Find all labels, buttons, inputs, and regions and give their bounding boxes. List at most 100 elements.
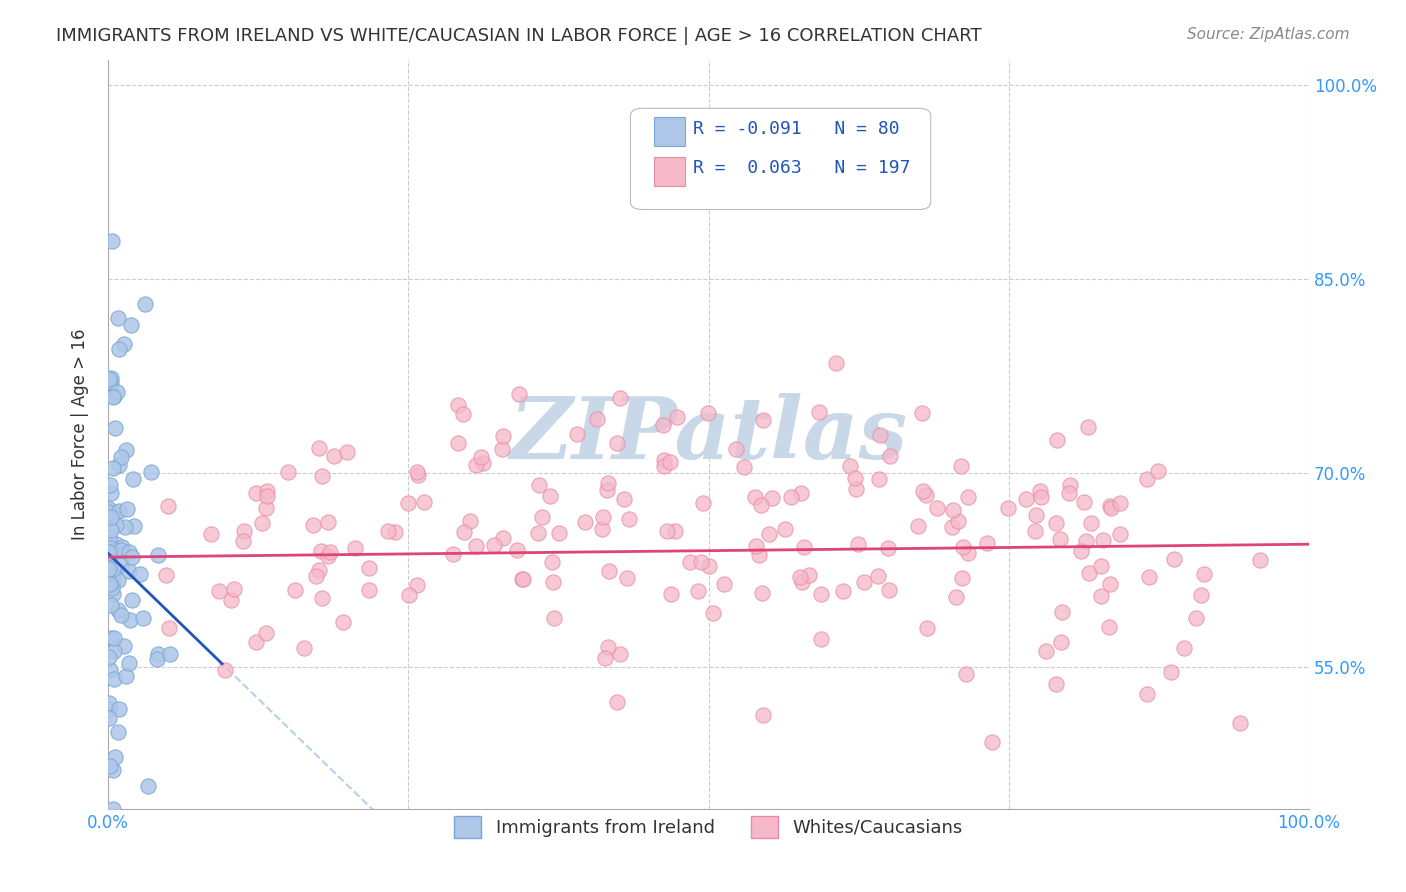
Point xyxy=(122,519,145,533)
Point xyxy=(914,488,936,502)
Point xyxy=(148,647,170,661)
Point xyxy=(1024,524,1046,538)
Point xyxy=(512,572,534,586)
Point xyxy=(846,537,869,551)
Point xyxy=(129,566,152,581)
Point xyxy=(412,495,434,509)
Point xyxy=(332,615,354,630)
Point xyxy=(598,564,620,578)
Point xyxy=(825,356,848,370)
Point xyxy=(491,442,513,457)
Point xyxy=(277,465,299,479)
Bar xyxy=(654,157,685,186)
Point xyxy=(309,544,332,558)
Point xyxy=(110,543,132,558)
Point xyxy=(357,583,380,598)
Point xyxy=(725,442,748,457)
Point xyxy=(110,558,132,572)
Point xyxy=(98,759,121,773)
Point xyxy=(713,577,735,591)
Point xyxy=(844,471,866,485)
Point xyxy=(598,640,620,655)
Point xyxy=(654,453,676,467)
Point xyxy=(1080,516,1102,530)
Point xyxy=(659,587,682,601)
Point xyxy=(322,450,344,464)
Point xyxy=(1098,577,1121,591)
Point xyxy=(752,413,775,427)
Point xyxy=(527,478,550,492)
Point xyxy=(304,569,326,583)
Point xyxy=(458,514,481,528)
Point xyxy=(1031,490,1053,504)
Point xyxy=(664,524,686,539)
Point xyxy=(208,583,231,598)
Point xyxy=(689,555,711,569)
Point xyxy=(103,506,125,520)
Point xyxy=(118,564,141,578)
Point xyxy=(250,516,273,530)
Point xyxy=(752,708,775,723)
Point xyxy=(98,531,121,545)
Point xyxy=(1049,532,1071,546)
Point xyxy=(591,522,613,536)
Point xyxy=(98,649,121,664)
Point xyxy=(406,578,429,592)
Point xyxy=(105,537,128,551)
Point xyxy=(406,467,429,482)
Point xyxy=(868,472,890,486)
Point xyxy=(464,539,486,553)
Point xyxy=(1147,464,1170,478)
Point xyxy=(658,454,681,468)
Point xyxy=(1090,589,1112,603)
Point xyxy=(311,591,333,605)
Point xyxy=(101,461,124,475)
Point xyxy=(101,568,124,582)
Point xyxy=(1189,588,1212,602)
Point xyxy=(866,569,889,583)
Point xyxy=(103,644,125,658)
Point xyxy=(200,527,222,541)
Point xyxy=(103,673,125,687)
Point xyxy=(138,779,160,793)
Point xyxy=(586,411,609,425)
Point xyxy=(98,711,121,725)
Point xyxy=(302,518,325,533)
Point xyxy=(790,485,813,500)
Point xyxy=(915,621,938,635)
Point xyxy=(156,499,179,513)
Point xyxy=(652,458,675,473)
Point xyxy=(447,398,470,412)
Point xyxy=(112,640,135,654)
Point xyxy=(155,568,177,582)
Point xyxy=(1163,552,1185,566)
Point xyxy=(103,562,125,576)
Point xyxy=(108,702,131,716)
Point xyxy=(107,458,129,473)
Point xyxy=(596,476,619,491)
Point xyxy=(793,541,815,555)
Point xyxy=(134,297,156,311)
Point xyxy=(308,563,330,577)
FancyBboxPatch shape xyxy=(630,108,931,210)
Point xyxy=(733,460,755,475)
Point xyxy=(319,544,342,558)
Point xyxy=(543,575,565,590)
Point xyxy=(98,577,121,591)
Point xyxy=(606,436,628,450)
Point xyxy=(541,555,564,569)
Point xyxy=(810,632,832,646)
Point xyxy=(956,490,979,504)
Point xyxy=(831,584,853,599)
Point xyxy=(702,606,724,620)
Point xyxy=(447,436,470,450)
Point xyxy=(101,764,124,778)
Point xyxy=(98,701,121,715)
Point xyxy=(981,735,1004,749)
Point xyxy=(593,650,616,665)
Point xyxy=(121,593,143,607)
Point xyxy=(100,546,122,560)
Point xyxy=(139,465,162,479)
Point xyxy=(111,540,134,554)
Point xyxy=(103,802,125,816)
